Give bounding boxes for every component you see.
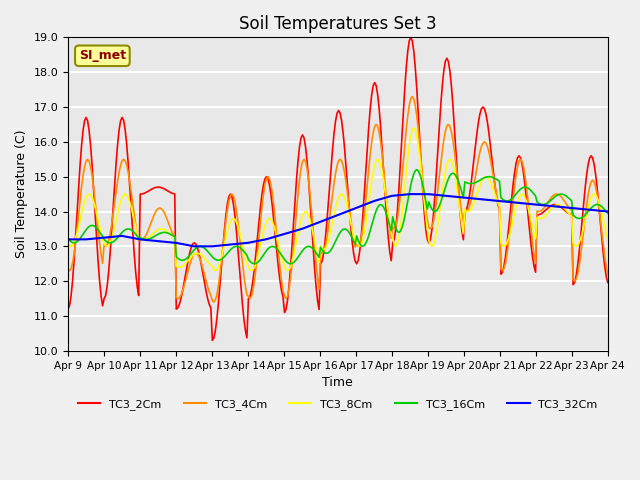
TC3_16Cm	[251, 261, 259, 266]
TC3_16Cm	[243, 252, 251, 258]
TC3_8Cm	[244, 264, 252, 270]
TC3_8Cm	[227, 219, 234, 225]
TC3_8Cm	[64, 240, 72, 246]
TC3_2Cm	[64, 306, 72, 312]
TC3_2Cm	[131, 251, 138, 256]
Line: TC3_8Cm: TC3_8Cm	[68, 128, 608, 271]
Line: TC3_4Cm: TC3_4Cm	[68, 96, 608, 302]
TC3_2Cm	[253, 235, 261, 240]
TC3_16Cm	[604, 210, 612, 216]
TC3_32Cm	[227, 241, 234, 247]
TC3_16Cm	[577, 216, 584, 221]
TC3_16Cm	[225, 249, 233, 254]
Title: Soil Temperatures Set 3: Soil Temperatures Set 3	[239, 15, 436, 33]
TC3_32Cm	[191, 243, 198, 249]
TC3_4Cm	[244, 294, 252, 300]
TC3_8Cm	[253, 255, 261, 261]
TC3_4Cm	[210, 299, 218, 305]
TC3_2Cm	[577, 234, 584, 240]
Line: TC3_2Cm: TC3_2Cm	[68, 37, 608, 340]
TC3_32Cm	[253, 238, 261, 244]
TC3_4Cm	[227, 193, 234, 199]
TC3_8Cm	[131, 217, 138, 223]
TC3_32Cm	[244, 240, 252, 246]
TC3_8Cm	[577, 236, 584, 241]
TC3_2Cm	[209, 337, 216, 343]
TC3_2Cm	[407, 35, 415, 40]
Line: TC3_16Cm: TC3_16Cm	[68, 170, 608, 264]
TC3_32Cm	[64, 237, 72, 242]
TC3_16Cm	[131, 229, 138, 235]
TC3_4Cm	[131, 211, 138, 217]
TC3_16Cm	[64, 236, 72, 241]
TC3_32Cm	[301, 225, 309, 230]
TC3_16Cm	[301, 245, 309, 251]
TC3_8Cm	[410, 125, 418, 131]
TC3_8Cm	[211, 268, 219, 274]
TC3_32Cm	[131, 235, 138, 241]
TC3_4Cm	[604, 272, 612, 277]
TC3_16Cm	[253, 260, 261, 265]
TC3_8Cm	[604, 236, 612, 241]
TC3_2Cm	[244, 296, 252, 301]
TC3_2Cm	[604, 279, 612, 285]
TC3_32Cm	[407, 191, 415, 197]
TC3_4Cm	[64, 266, 72, 272]
Y-axis label: Soil Temperature (C): Soil Temperature (C)	[15, 130, 28, 258]
TC3_4Cm	[577, 253, 584, 259]
TC3_4Cm	[253, 251, 261, 256]
TC3_4Cm	[408, 94, 416, 99]
TC3_32Cm	[577, 206, 584, 212]
TC3_16Cm	[413, 167, 420, 173]
TC3_32Cm	[604, 209, 612, 215]
TC3_8Cm	[301, 209, 309, 215]
TC3_2Cm	[301, 144, 309, 150]
Legend: TC3_2Cm, TC3_4Cm, TC3_8Cm, TC3_16Cm, TC3_32Cm: TC3_2Cm, TC3_4Cm, TC3_8Cm, TC3_16Cm, TC3…	[74, 395, 602, 414]
TC3_2Cm	[227, 191, 234, 197]
X-axis label: Time: Time	[323, 376, 353, 389]
TC3_4Cm	[301, 159, 309, 165]
Text: SI_met: SI_met	[79, 49, 126, 62]
Line: TC3_32Cm: TC3_32Cm	[68, 194, 608, 246]
